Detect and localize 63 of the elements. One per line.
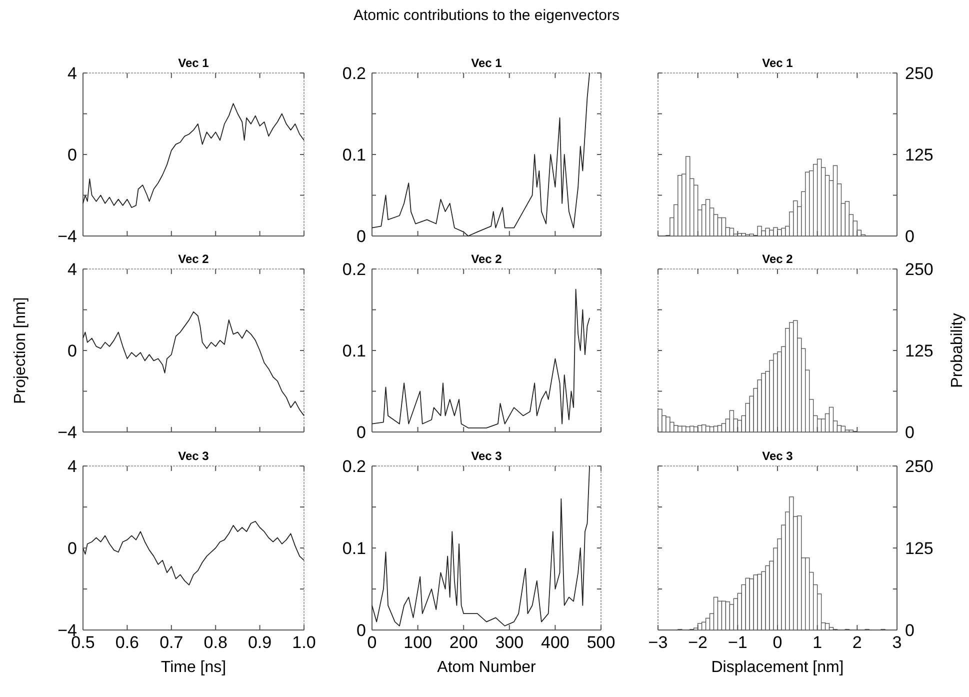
y-tick-label: 0 (356, 226, 366, 246)
y-tick-label: 0 (356, 620, 366, 640)
y-tick-label: −4 (58, 226, 77, 246)
x-tick-label: −2 (688, 633, 708, 652)
y-tick-label: 4 (68, 456, 77, 476)
y-tick-label: 4 (68, 64, 77, 83)
x-tick-label: 200 (449, 633, 478, 652)
y-axis-title: Projection [nm] (12, 297, 29, 404)
y-tick-label: 0.2 (342, 456, 366, 476)
x-tick-label: 3 (892, 633, 902, 652)
chart-title: Vec 1 (178, 56, 210, 70)
chart-title: Vec 2 (762, 252, 794, 266)
y-tick-label: 250 (905, 260, 934, 279)
x-tick-label: 0.8 (204, 633, 228, 652)
x-tick-label: 300 (495, 633, 524, 652)
x-tick-label: −3 (648, 633, 668, 652)
y-tick-label: 0 (905, 226, 914, 246)
line-series (82, 311, 304, 416)
x-tick-label: 2 (852, 633, 862, 652)
y-tick-label: 0 (68, 538, 77, 558)
x-tick-label: 100 (404, 633, 432, 652)
y-tick-label: 0.2 (342, 260, 366, 279)
x-tick-label: 0 (772, 633, 782, 652)
x-tick-label: 400 (541, 633, 570, 652)
y-tick-label: 125 (905, 538, 934, 558)
line-series (372, 288, 590, 428)
y-tick-label: 0.1 (342, 538, 366, 558)
x-tick-label: 0.9 (248, 633, 272, 652)
x-tick-label: 1 (812, 633, 822, 652)
chart-title: Vec 3 (762, 449, 794, 463)
y-tick-label: 250 (905, 456, 934, 476)
chart-title: Vec 2 (471, 252, 502, 266)
x-axis-title: Displacement [nm] (711, 659, 844, 676)
y-tick-label: 0.1 (342, 145, 366, 164)
y-tick-label: 0.2 (342, 64, 366, 83)
y-tick-label: 0 (68, 341, 77, 360)
line-series (372, 466, 590, 626)
y-tick-label: 125 (905, 341, 934, 360)
y-tick-label: 4 (68, 260, 77, 279)
chart-title: Vec 1 (762, 56, 794, 70)
x-tick-label: −1 (728, 633, 748, 652)
chart-title: Vec 1 (471, 56, 502, 70)
y-tick-label: −4 (58, 422, 77, 442)
chart-title: Vec 2 (178, 252, 210, 266)
y-tick-label: 125 (905, 145, 934, 164)
line-series (82, 520, 304, 586)
chart-title: Vec 3 (178, 449, 210, 463)
y-tick-label: 0 (905, 422, 914, 442)
y-tick-label: 0 (356, 422, 366, 442)
chart-title: Vec 3 (471, 449, 502, 463)
y-tick-label: 0 (905, 620, 914, 640)
x-axis-title: Time [ns] (160, 659, 226, 676)
y-tick-label: 0.1 (342, 341, 366, 360)
text: Atomic contributions to the eigenvectors (354, 7, 620, 24)
x-axis-title: Atom Number (437, 659, 537, 676)
y-tick-label: 250 (905, 64, 934, 83)
y-axis-title: Probability (949, 313, 966, 388)
x-tick-label: 0.7 (160, 633, 184, 652)
x-tick-label: 0.6 (115, 633, 140, 652)
y-tick-label: 0 (68, 145, 77, 164)
line-series (82, 103, 304, 208)
x-tick-label: 500 (586, 633, 616, 652)
x-tick-label: 1.0 (292, 633, 316, 652)
